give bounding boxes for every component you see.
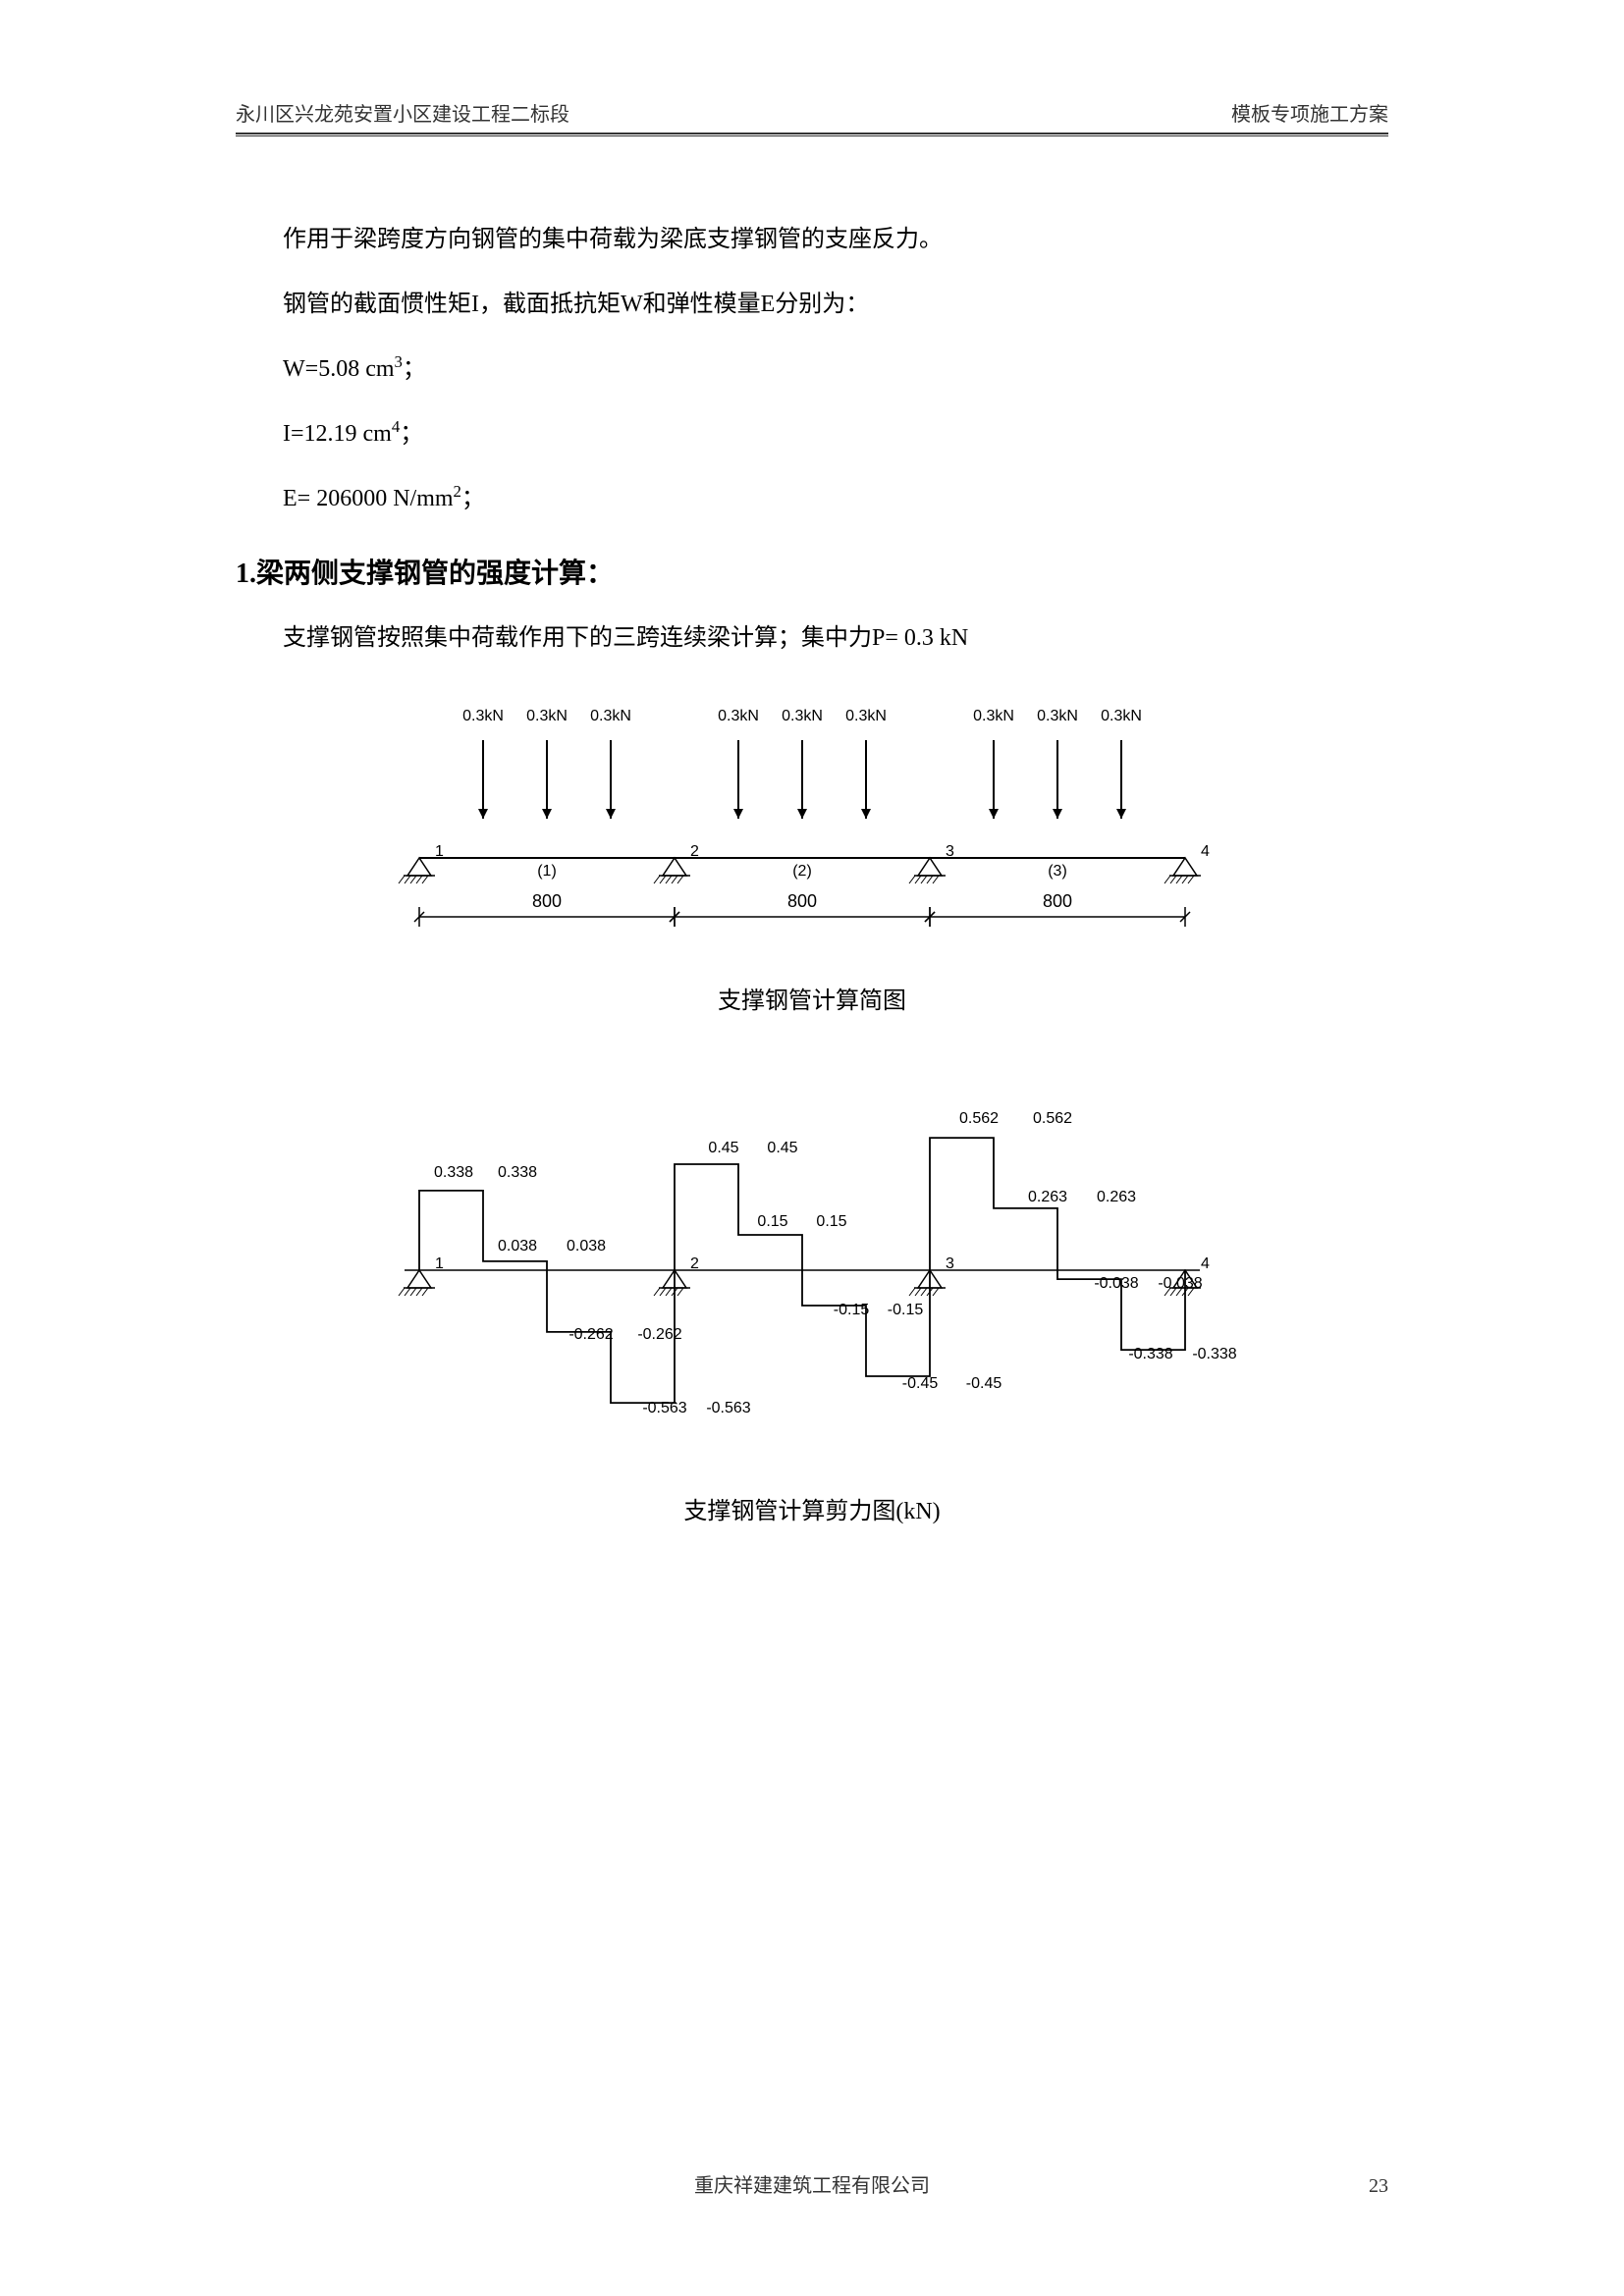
svg-text:0.3kN: 0.3kN xyxy=(462,708,504,724)
svg-text:0.338: 0.338 xyxy=(498,1164,537,1181)
svg-text:-0.338: -0.338 xyxy=(1192,1346,1236,1362)
svg-text:3: 3 xyxy=(946,843,954,860)
svg-text:0.45: 0.45 xyxy=(708,1140,738,1156)
svg-text:4: 4 xyxy=(1201,1255,1210,1272)
svg-text:0.038: 0.038 xyxy=(567,1238,606,1255)
svg-text:1: 1 xyxy=(435,1255,444,1272)
svg-text:(2): (2) xyxy=(792,863,812,880)
svg-text:0.3kN: 0.3kN xyxy=(845,708,887,724)
svg-text:0.3kN: 0.3kN xyxy=(973,708,1014,724)
header-rule xyxy=(236,133,1388,136)
text: W=5.08 cm xyxy=(283,356,395,382)
svg-text:-0.038: -0.038 xyxy=(1158,1275,1202,1292)
svg-text:0.15: 0.15 xyxy=(816,1213,846,1230)
svg-text:4: 4 xyxy=(1201,843,1210,860)
svg-text:-0.563: -0.563 xyxy=(642,1400,686,1416)
svg-text:-0.262: -0.262 xyxy=(637,1326,681,1343)
svg-text:-0.15: -0.15 xyxy=(888,1302,924,1318)
svg-text:0.3kN: 0.3kN xyxy=(718,708,759,724)
svg-text:0.263: 0.263 xyxy=(1097,1189,1136,1205)
svg-text:2: 2 xyxy=(690,843,699,860)
exponent: 4 xyxy=(392,417,400,436)
svg-text:0.562: 0.562 xyxy=(959,1110,999,1127)
svg-text:800: 800 xyxy=(787,891,817,911)
paragraph: 作用于梁跨度方向钢管的集中荷载为梁底支撑钢管的支座反力。 xyxy=(236,216,1388,263)
svg-text:-0.15: -0.15 xyxy=(834,1302,870,1318)
svg-text:1: 1 xyxy=(435,843,444,860)
svg-text:0.038: 0.038 xyxy=(498,1238,537,1255)
page-number: 23 xyxy=(1369,2175,1388,2198)
header-right: 模板专项施工方案 xyxy=(1231,98,1388,127)
diagram-shear: 1 2 3 4 0.338 0.338 0.038 0.038 -0.262 -0.262 -0.5… xyxy=(236,1044,1388,1462)
diagram-caption: 支撑钢管计算简图 xyxy=(236,981,1388,1015)
svg-text:0.263: 0.263 xyxy=(1028,1189,1067,1205)
svg-text:0.3kN: 0.3kN xyxy=(782,708,823,724)
page-content: 作用于梁跨度方向钢管的集中荷载为梁底支撑钢管的支座反力。 钢管的截面惯性矩I，截… xyxy=(236,216,1388,1525)
svg-text:0.3kN: 0.3kN xyxy=(590,708,631,724)
svg-text:0.3kN: 0.3kN xyxy=(1101,708,1142,724)
svg-text:2: 2 xyxy=(690,1255,699,1272)
section-heading: 1.梁两侧支撑钢管的强度计算： xyxy=(236,552,1388,591)
text: ； xyxy=(400,421,423,447)
exponent: 3 xyxy=(395,352,403,371)
diagram-caption: 支撑钢管计算剪力图(kN) xyxy=(236,1491,1388,1525)
svg-text:-0.45: -0.45 xyxy=(902,1375,939,1392)
diagram-load: 1 2 3 4 0.3kN 0.3kN 0.3kN (1) 0.3kN 0.3kN 0.3kN (2)… xyxy=(236,691,1388,951)
svg-text:0.562: 0.562 xyxy=(1033,1110,1072,1127)
header-left: 永川区兴龙苑安置小区建设工程二标段 xyxy=(236,98,569,127)
svg-text:(3): (3) xyxy=(1048,863,1067,880)
text: ； xyxy=(461,486,485,511)
text: E= 206000 N/mm xyxy=(283,486,454,511)
svg-text:0.338: 0.338 xyxy=(434,1164,473,1181)
svg-text:0.45: 0.45 xyxy=(767,1140,797,1156)
svg-text:3: 3 xyxy=(946,1255,954,1272)
svg-text:0.3kN: 0.3kN xyxy=(526,708,568,724)
svg-text:0.3kN: 0.3kN xyxy=(1037,708,1078,724)
svg-text:-0.338: -0.338 xyxy=(1128,1346,1172,1362)
paragraph: 支撑钢管按照集中荷载作用下的三跨连续梁计算；集中力P= 0.3 kN xyxy=(236,614,1388,662)
exponent: 2 xyxy=(454,482,461,501)
paragraph: 钢管的截面惯性矩I，截面抵抗矩W和弹性模量E分别为： xyxy=(236,281,1388,328)
svg-text:800: 800 xyxy=(532,891,562,911)
svg-text:-0.563: -0.563 xyxy=(706,1400,750,1416)
equation-w: W=5.08 cm3； xyxy=(236,346,1388,393)
svg-text:0.15: 0.15 xyxy=(757,1213,787,1230)
text: ； xyxy=(403,356,426,382)
equation-e: E= 206000 N/mm2； xyxy=(236,475,1388,522)
svg-text:(1): (1) xyxy=(537,863,557,880)
equation-i: I=12.19 cm4； xyxy=(236,410,1388,457)
svg-text:-0.45: -0.45 xyxy=(966,1375,1002,1392)
svg-text:800: 800 xyxy=(1043,891,1072,911)
svg-text:-0.038: -0.038 xyxy=(1094,1275,1138,1292)
svg-text:-0.262: -0.262 xyxy=(568,1326,613,1343)
text: I=12.19 cm xyxy=(283,421,392,447)
